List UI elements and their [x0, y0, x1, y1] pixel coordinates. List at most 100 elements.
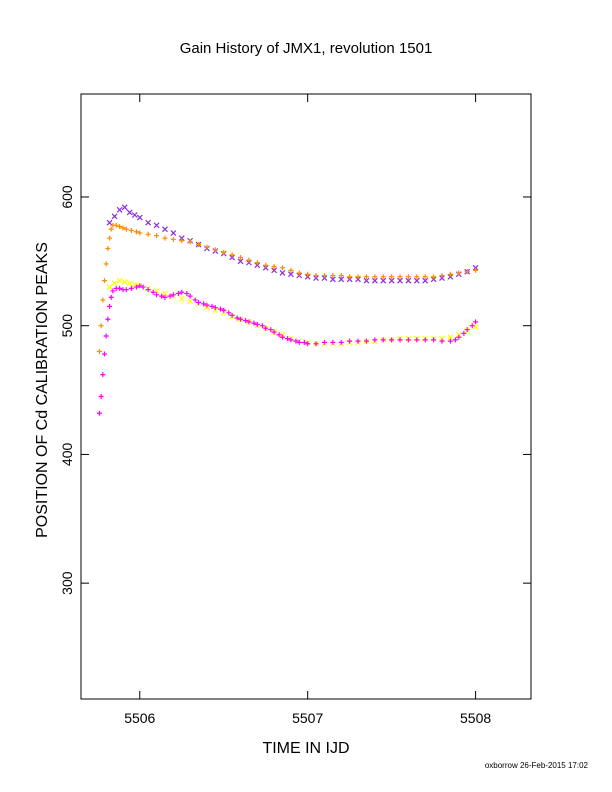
data-point [136, 214, 143, 221]
data-point [126, 209, 133, 216]
data-point [262, 264, 269, 271]
data-point [106, 219, 113, 226]
data-point [234, 315, 240, 321]
data-point [162, 226, 168, 233]
y-tick-label: 400 [59, 443, 75, 467]
data-point [221, 307, 227, 313]
data-point [330, 339, 336, 345]
data-point [422, 277, 429, 284]
data-point [140, 284, 146, 290]
data-point [110, 288, 116, 294]
data-point [363, 277, 370, 284]
data-point [128, 227, 134, 233]
data-point [380, 277, 387, 284]
data-point [145, 287, 151, 293]
axis-ticks: 5506 5507 5508 300 400 500 600 [59, 94, 531, 726]
data-point [204, 244, 210, 250]
data-point [126, 280, 133, 287]
series-4 [96, 283, 479, 416]
data-point [108, 294, 114, 300]
data-point [414, 274, 420, 280]
data-point [105, 245, 111, 251]
data-point [179, 238, 185, 244]
series-3 [96, 222, 479, 354]
data-point [229, 254, 236, 261]
data-point [212, 307, 219, 314]
data-point [279, 265, 285, 271]
footer-credit: oxborrow 26-Feb-2015 17:02 [485, 761, 589, 770]
data-point [380, 337, 386, 343]
data-point [179, 289, 185, 295]
data-point [113, 222, 119, 228]
data-point [187, 293, 193, 299]
data-point [293, 338, 299, 344]
data-point [469, 323, 475, 329]
data-point [162, 290, 168, 297]
data-point [102, 278, 108, 284]
data-point [288, 267, 294, 273]
data-point [100, 297, 106, 303]
data-point [238, 254, 244, 260]
data-point [170, 292, 176, 298]
x-tick-label: 5506 [124, 710, 155, 726]
data-point [452, 337, 458, 343]
data-point [209, 303, 215, 309]
data-point [100, 372, 106, 378]
data-point [397, 337, 403, 343]
data-point [355, 274, 361, 280]
data-point [167, 293, 173, 299]
plot-frame [80, 93, 532, 700]
data-point [271, 329, 277, 335]
data-point [268, 327, 274, 333]
data-point [296, 272, 303, 279]
data-point [338, 276, 345, 283]
x-tick-label: 5507 [292, 710, 323, 726]
data-point [131, 212, 138, 218]
data-point [178, 295, 185, 302]
data-point [96, 410, 102, 416]
data-point [464, 269, 470, 275]
data-point [229, 312, 235, 318]
data-point [184, 291, 190, 297]
data-point [321, 275, 328, 281]
data-point [121, 204, 128, 211]
data-point [279, 270, 286, 276]
data-point [473, 319, 479, 325]
data-point [212, 305, 218, 311]
data-point [389, 337, 395, 343]
data-point [276, 332, 282, 338]
series-2 [106, 277, 479, 347]
data-point [116, 277, 123, 284]
data-point [145, 219, 152, 226]
data-point [447, 273, 454, 280]
data-point [355, 338, 361, 344]
data-point [111, 280, 118, 287]
data-point [301, 339, 307, 345]
data-point [123, 226, 129, 232]
data-point [288, 337, 294, 343]
data-point [133, 229, 139, 235]
data-point [246, 319, 252, 325]
data-point [271, 267, 278, 274]
data-point [439, 335, 445, 342]
y-tick-label: 500 [59, 314, 75, 338]
data-point [106, 284, 113, 291]
data-point [439, 275, 445, 281]
x-tick-label: 5508 [460, 710, 491, 726]
data-point [263, 325, 269, 331]
data-point [430, 276, 437, 283]
data-point [204, 304, 210, 311]
data-marks [96, 204, 479, 416]
data-point [120, 225, 126, 231]
data-point [178, 235, 185, 242]
data-point [238, 316, 244, 322]
data-point [456, 334, 462, 340]
data-point [204, 302, 210, 308]
data-point [447, 338, 453, 344]
data-point [296, 339, 302, 345]
data-point [116, 206, 123, 213]
y-tick-label: 300 [59, 571, 75, 595]
data-point [196, 300, 202, 306]
data-point [338, 273, 344, 278]
